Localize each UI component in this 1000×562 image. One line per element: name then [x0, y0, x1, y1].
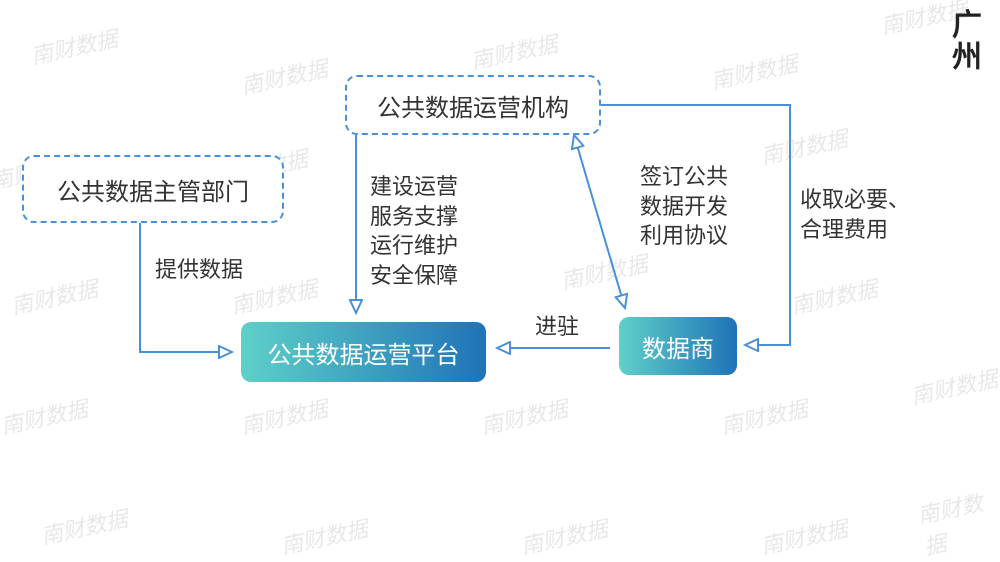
watermark-text: 南财数据: [718, 391, 811, 441]
watermark-text: 南财数据: [468, 26, 561, 76]
edge-label-build-support: 建设运营 服务支撑 运行维护 安全保障: [370, 172, 458, 291]
watermark-text: 南财数据: [908, 361, 1000, 411]
watermark-text: 南财数据: [0, 391, 90, 441]
edge-org-vendor-double: [574, 135, 625, 308]
watermark-text: 南财数据: [478, 391, 571, 441]
node-operator-org: 公共数据运营机构: [345, 75, 601, 135]
watermark-text: 南财数据: [914, 482, 1000, 561]
watermark-text: 南财数据: [758, 121, 851, 171]
watermark-text: 南财数据: [238, 391, 331, 441]
watermark-text: 南财数据: [558, 246, 651, 296]
edge-label-sign-agreement: 签订公共 数据开发 利用协议: [640, 162, 728, 251]
region-title: 广 州: [952, 10, 982, 73]
node-authority: 公共数据主管部门: [22, 155, 284, 223]
node-platform: 公共数据运营平台: [241, 322, 486, 382]
watermark-text: 南财数据: [238, 51, 331, 101]
edge-label-provide-data: 提供数据: [155, 255, 243, 285]
node-platform-label: 公共数据运营平台: [268, 335, 460, 370]
edge-label-charge-fee: 收取必要、 合理费用: [800, 185, 910, 244]
watermark-text: 南财数据: [38, 501, 131, 551]
edge-label-enter: 进驻: [535, 312, 579, 342]
watermark-text: 南财数据: [788, 271, 881, 321]
watermark-text: 南财数据: [518, 511, 611, 561]
watermark-text: 南财数据: [8, 271, 101, 321]
watermark-text: 南财数据: [28, 21, 121, 71]
node-authority-label: 公共数据主管部门: [57, 172, 249, 207]
node-data-vendor: 数据商: [619, 317, 737, 375]
node-data-vendor-label: 数据商: [642, 329, 714, 364]
watermark-text: 南财数据: [708, 46, 801, 96]
node-operator-org-label: 公共数据运营机构: [377, 88, 569, 123]
watermark-text: 南财数据: [278, 511, 371, 561]
watermark-text: 南财数据: [758, 511, 851, 561]
edge-authority-to-platform: [140, 223, 232, 352]
